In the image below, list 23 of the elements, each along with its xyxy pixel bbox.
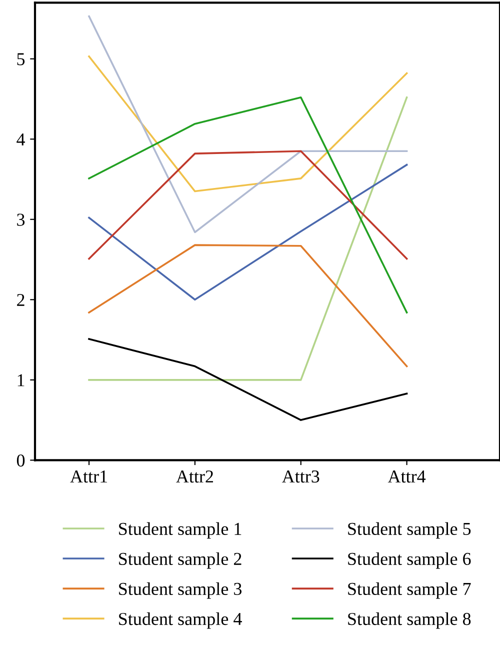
line-series	[88, 338, 408, 421]
x-tick-label: Attr2	[176, 470, 214, 483]
legend-label: Student sample 3	[119, 582, 242, 599]
line-series	[88, 164, 408, 301]
legend-label: Student sample 7	[348, 582, 471, 599]
y-tick-label: 1	[18, 374, 24, 386]
legend-label: Student sample 4	[119, 612, 242, 629]
line-series	[88, 244, 408, 368]
legend-label: Student sample 2	[119, 552, 242, 569]
x-tick-label: Attr3	[282, 470, 320, 483]
x-tick-label: Attr4	[388, 470, 426, 483]
legend-label: Student sample 5	[348, 522, 471, 539]
x-tick-label: Attr1	[70, 470, 107, 483]
y-tick-label: 5	[17, 53, 25, 66]
legend-label: Student sample 1	[119, 522, 242, 539]
line-series	[88, 56, 408, 192]
legend-label: Student sample 6	[348, 552, 471, 569]
legend-label: Student sample 8	[348, 612, 471, 629]
y-tick-label: 2	[17, 294, 24, 306]
y-tick-label: 4	[16, 133, 25, 146]
y-tick-label: 0	[16, 454, 25, 467]
line-series	[88, 96, 408, 314]
y-tick-label: 3	[17, 214, 25, 226]
